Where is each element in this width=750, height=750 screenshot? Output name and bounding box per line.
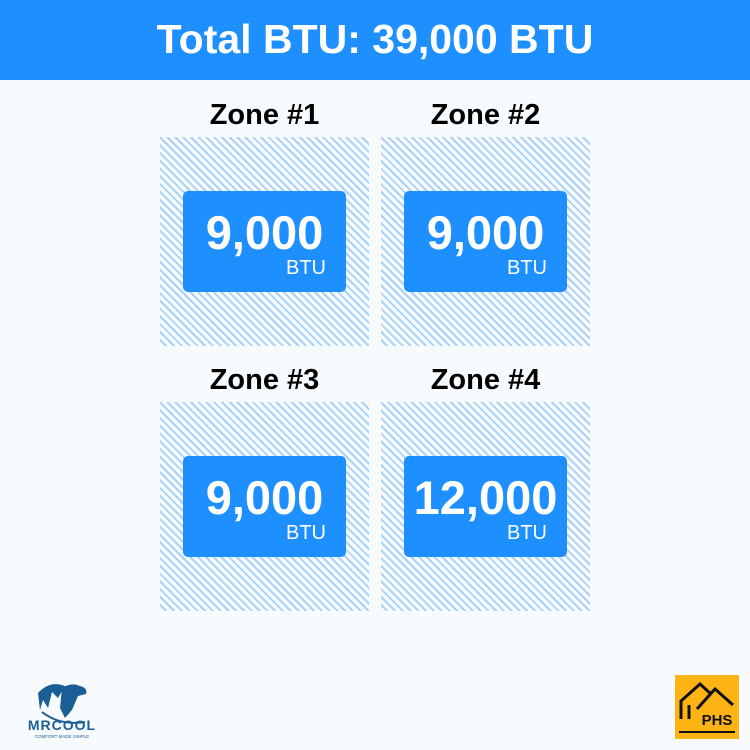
zone-title: Zone #2 bbox=[430, 99, 541, 131]
zone-title: Zone #1 bbox=[209, 99, 320, 131]
btu-unit: BTU bbox=[507, 257, 547, 279]
btu-value: 9,000 bbox=[426, 206, 545, 259]
btu-unit: BTU bbox=[286, 257, 326, 279]
svg-text:MRCOOL: MRCOOL bbox=[28, 717, 96, 733]
btu-card: 9,000 BTU bbox=[183, 191, 346, 292]
zone-title: Zone #4 bbox=[430, 364, 541, 396]
polar-bear-icon: MRCOOL COMFORT MADE SIMPLE bbox=[28, 684, 96, 739]
btu-card: 9,000 BTU bbox=[183, 456, 346, 557]
svg-text:PHS: PHS bbox=[702, 712, 733, 729]
svg-text:COMFORT MADE SIMPLE: COMFORT MADE SIMPLE bbox=[35, 734, 90, 739]
btu-value: 9,000 bbox=[205, 471, 324, 524]
btu-unit: BTU bbox=[286, 522, 326, 544]
house-icon: PHS bbox=[679, 681, 735, 733]
mrcool-logo: MRCOOL COMFORT MADE SIMPLE bbox=[10, 668, 115, 743]
btu-value: 9,000 bbox=[205, 206, 324, 259]
btu-unit: BTU bbox=[507, 522, 547, 544]
btu-card: 9,000 BTU bbox=[404, 191, 567, 292]
btu-card: 12,000 BTU bbox=[404, 456, 567, 557]
zone-title: Zone #3 bbox=[209, 364, 320, 396]
phs-logo: PHS bbox=[675, 675, 739, 739]
total-btu-header: Total BTU: 39,000 BTU bbox=[0, 0, 750, 80]
btu-value: 12,000 bbox=[413, 471, 558, 524]
